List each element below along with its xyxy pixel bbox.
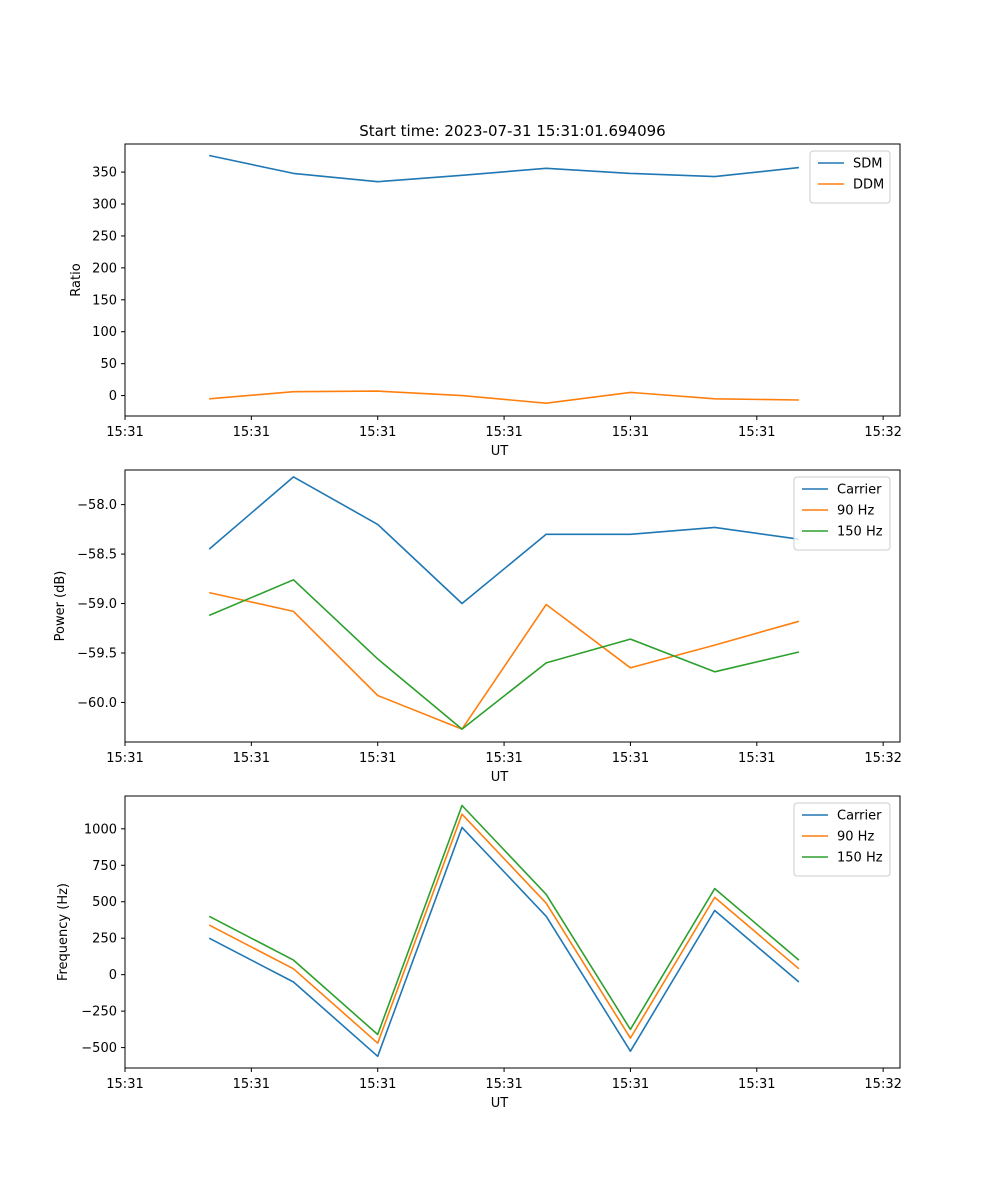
y-tick-label: −500: [81, 1041, 117, 1056]
y-tick-label: 50: [100, 357, 117, 372]
legend-label: 150 Hz: [837, 851, 883, 866]
x-tick-label: 15:31: [233, 425, 270, 440]
y-axis-label: Frequency (Hz): [56, 883, 71, 981]
series-line-ddm: [209, 390, 799, 405]
x-tick-label: 15:31: [612, 425, 649, 440]
x-tick-label: 15:31: [738, 425, 775, 440]
y-tick-label: 300: [92, 198, 117, 213]
y-tick-label: 0: [109, 968, 117, 983]
y-axis-label: Ratio: [69, 263, 84, 296]
y-tick-label: 100: [92, 325, 117, 340]
x-tick-label: 15:31: [106, 1077, 143, 1092]
legend: SDM DDM: [809, 150, 891, 204]
y-axis-label: Power (dB): [53, 571, 68, 642]
x-tick-label: 15:32: [864, 425, 901, 440]
x-tick-label: 15:31: [738, 1077, 775, 1092]
plot-frame: [124, 469, 901, 743]
legend-label: Carrier: [837, 809, 882, 824]
x-axis-label: UT: [491, 770, 509, 785]
x-tick-label: 15:31: [612, 751, 649, 766]
y-tick-label: 500: [92, 895, 117, 910]
x-tick-label: 15:31: [233, 751, 270, 766]
series-line-carrier: [208, 476, 800, 605]
y-tick-label: 1000: [84, 822, 117, 837]
series-line-150-hz: [208, 804, 800, 1036]
series-line-90-hz: [209, 591, 800, 730]
chart-3: 15:31 15:31 15:31 15:31 15:31 15:31 15:32 −500 −…: [56, 795, 902, 1111]
y-tick-label: −250: [81, 1005, 117, 1020]
x-tick-label: 15:31: [738, 751, 775, 766]
x-tick-label: 15:31: [485, 1077, 522, 1092]
x-tick-label: 15:31: [359, 751, 396, 766]
x-tick-label: 15:31: [359, 1077, 396, 1092]
x-tick-label: 15:31: [485, 425, 522, 440]
x-axis-label: UT: [491, 444, 509, 459]
chart-1: Start time: 2023-07-31 15:31:01.694096 15…: [69, 122, 902, 459]
x-axis-label: UT: [491, 1096, 509, 1111]
chart-2: 15:31 15:31 15:31 15:31 15:31 15:31 15:32 −58.0…: [53, 469, 902, 785]
plot-frame: [124, 143, 901, 417]
y-tick-label: −59.5: [77, 646, 117, 661]
y-tick-label: −59.0: [77, 597, 117, 612]
legend-label: Carrier: [837, 483, 882, 498]
x-tick-label: 15:31: [233, 1077, 270, 1092]
x-tick-label: 15:31: [485, 751, 522, 766]
y-tick-label: 150: [92, 293, 117, 308]
legend-label: DDM: [853, 178, 884, 193]
y-tick-label: −58.0: [77, 498, 117, 513]
legend-label: SDM: [853, 157, 882, 172]
y-tick-label: 250: [92, 932, 117, 947]
x-tick-label: 15:31: [106, 751, 143, 766]
x-tick-label: 15:31: [359, 425, 396, 440]
y-tick-label: −60.0: [77, 696, 117, 711]
x-tick-label: 15:31: [106, 425, 143, 440]
legend: Carrier 90 Hz 150 Hz: [793, 802, 891, 877]
x-tick-label: 15:32: [864, 751, 901, 766]
y-tick-label: 200: [92, 261, 117, 276]
legend-label: 90 Hz: [837, 830, 874, 845]
series-line-sdm: [209, 154, 799, 183]
legend-label: 90 Hz: [837, 504, 874, 519]
y-tick-label: 350: [92, 166, 117, 181]
x-tick-label: 15:32: [864, 1077, 901, 1092]
chart-title: Start time: 2023-07-31 15:31:01.694096: [359, 122, 665, 140]
series-line-150-hz: [208, 578, 800, 730]
legend-box: [809, 150, 891, 204]
y-tick-label: 750: [92, 859, 117, 874]
series-line-90-hz: [208, 813, 800, 1044]
legend-label: 150 Hz: [837, 525, 883, 540]
plot-frame: [124, 795, 901, 1069]
legend: Carrier 90 Hz 150 Hz: [793, 476, 891, 551]
x-tick-label: 15:31: [612, 1077, 649, 1092]
y-tick-label: 0: [109, 389, 117, 404]
series-line-carrier: [208, 826, 800, 1058]
y-tick-label: −58.5: [77, 548, 117, 563]
y-tick-label: 250: [92, 229, 117, 244]
